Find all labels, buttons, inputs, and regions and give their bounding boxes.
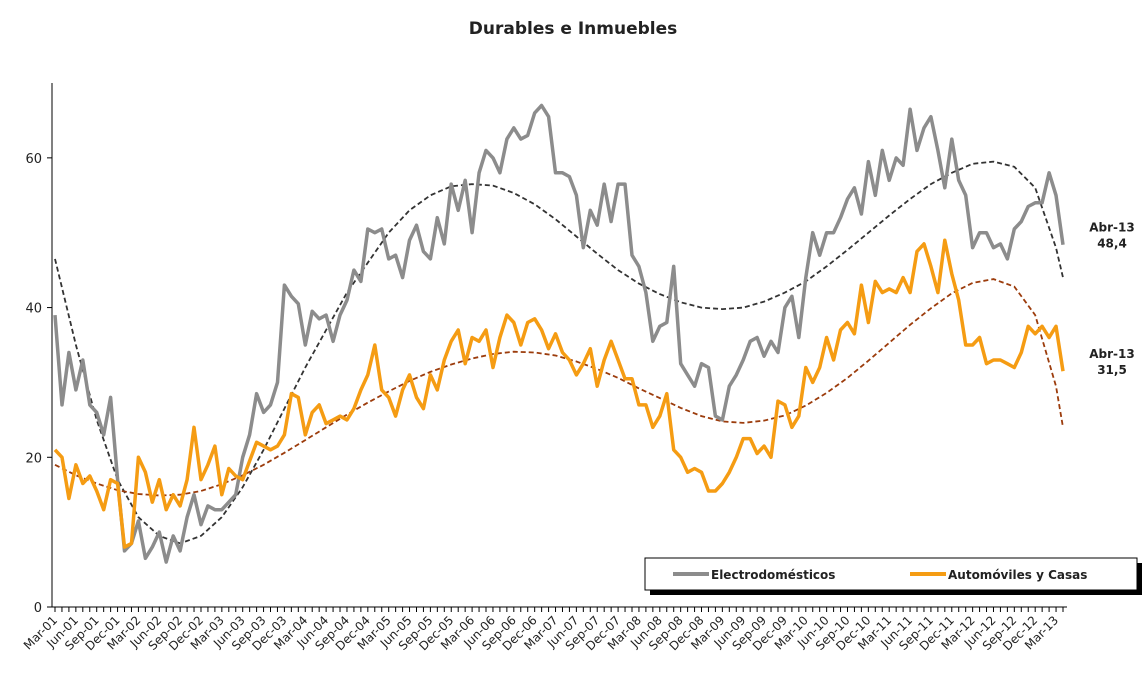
- chart-title: Durables e Inmuebles: [469, 19, 678, 39]
- trend-line: [54, 160, 1064, 545]
- annotation: Abr-13: [1089, 347, 1134, 361]
- y-tick-label: 60: [25, 152, 42, 167]
- legend-label: Electrodomésticos: [711, 568, 835, 582]
- legend: [644, 557, 1138, 591]
- trend-line: [54, 278, 1064, 497]
- annotation: 31,5: [1097, 363, 1127, 377]
- annotation: 48,4: [1097, 237, 1127, 251]
- y-tick-label: 40: [25, 302, 42, 317]
- series-line: [53, 238, 1065, 549]
- legend-label: Automóviles y Casas: [948, 568, 1087, 582]
- y-tick-label: 20: [25, 451, 42, 466]
- series-line: [53, 103, 1065, 564]
- y-tick-label: 0: [34, 601, 42, 616]
- annotation: Abr-13: [1089, 221, 1134, 235]
